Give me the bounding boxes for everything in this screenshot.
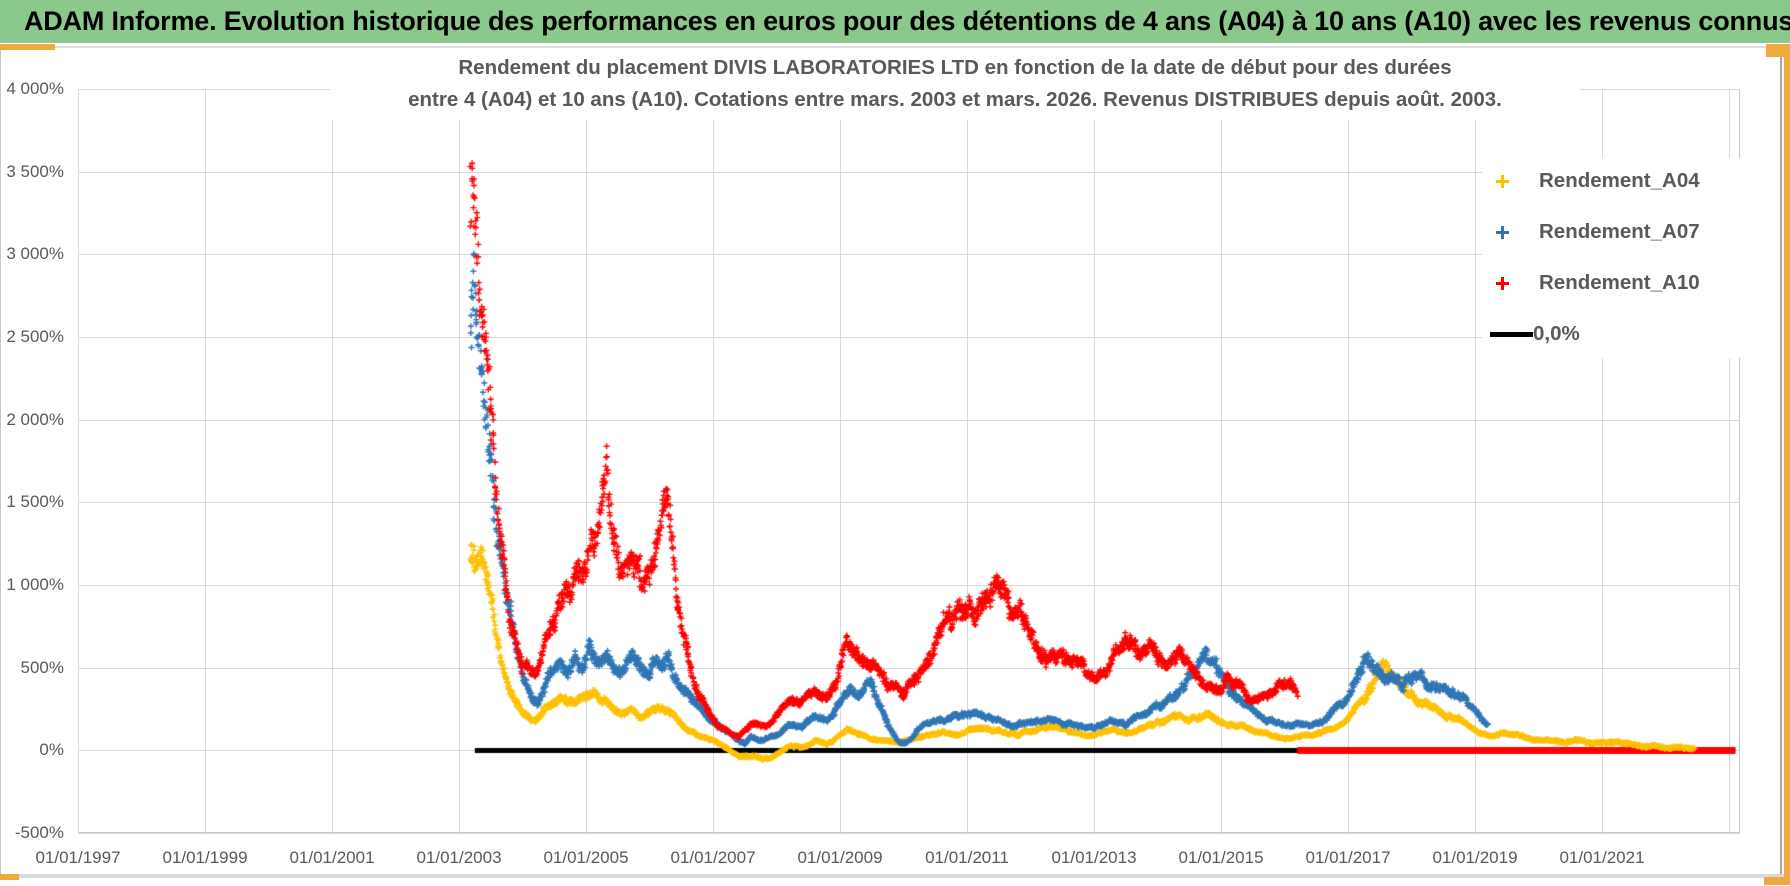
legend[interactable]: Rendement_A04 Rendement_A07 Rendement_A10 0…	[1482, 158, 1750, 358]
legend-item-0-0-[interactable]: 0,0%	[1482, 319, 1750, 349]
legend-label: Rendement_A10	[1539, 271, 1700, 294]
chart-title-line1: Rendement du placement DIVIS LABORATORIE…	[458, 56, 1452, 79]
chart-title: Rendement du placement DIVIS LABORATORIE…	[330, 52, 1580, 120]
zero-line-marker-icon	[1490, 331, 1533, 337]
legend-item-rendement-a07[interactable]: Rendement_A07	[1482, 217, 1750, 247]
plus-marker-icon	[1496, 225, 1510, 239]
chart-title-line2: entre 4 (A04) et 10 ans (A10). Cotations…	[408, 88, 1502, 111]
legend-item-rendement-a10[interactable]: Rendement_A10	[1482, 268, 1750, 298]
plus-marker-icon	[1496, 276, 1510, 290]
legend-label: Rendement_A07	[1539, 220, 1700, 243]
plus-marker-icon	[1496, 174, 1510, 188]
legend-label: 0,0%	[1533, 322, 1580, 345]
legend-label: Rendement_A04	[1539, 169, 1700, 192]
legend-item-rendement-a04[interactable]: Rendement_A04	[1482, 166, 1750, 196]
